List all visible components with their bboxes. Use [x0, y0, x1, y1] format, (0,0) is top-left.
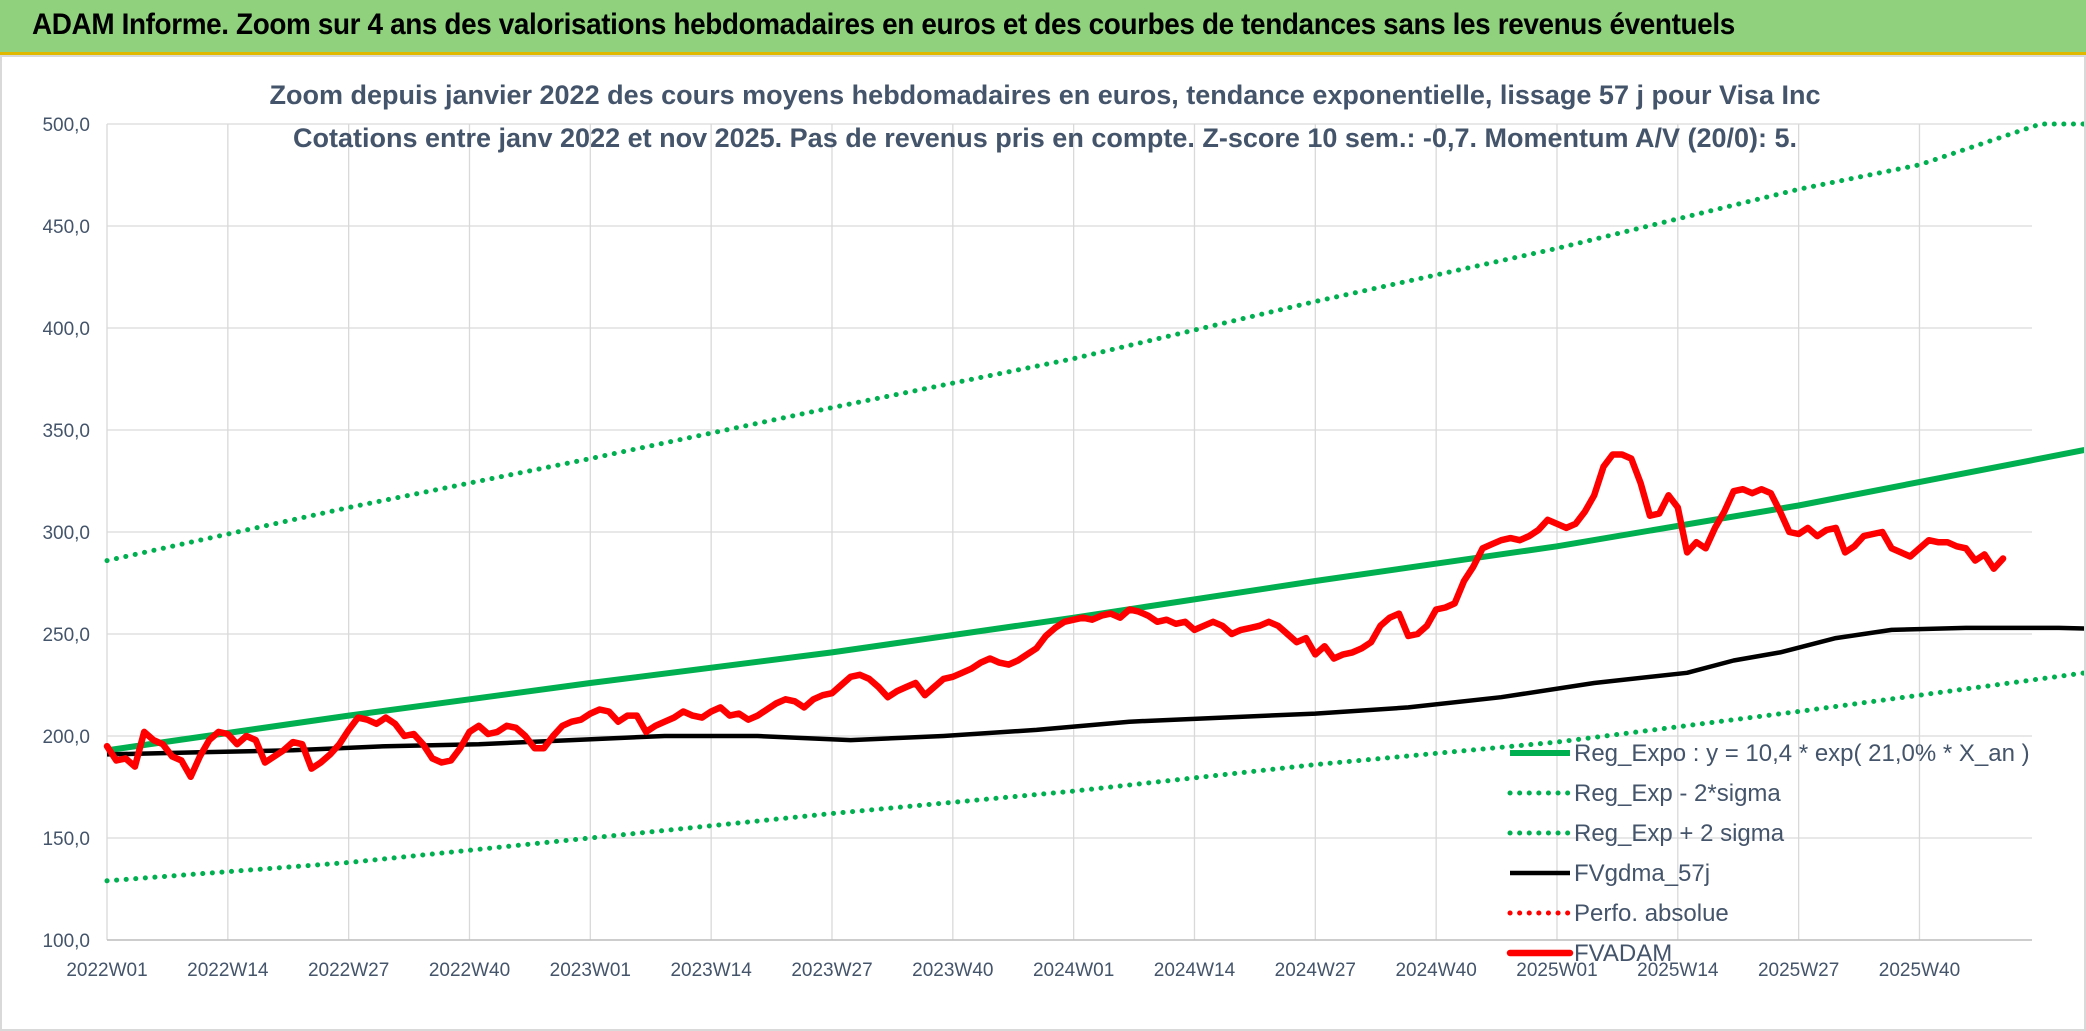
x-tick-label: 2024W14 — [1154, 960, 1236, 981]
x-tick-label: 2022W27 — [308, 960, 389, 981]
chart-frame: 100,0 150,0 200,0 250,0 300,0 350,0 400,0 450,0… — [0, 55, 2086, 1031]
y-tick-label: 400,0 — [42, 319, 90, 340]
x-tick-label: 2022W40 — [429, 960, 510, 981]
series-line-1 — [104, 670, 2084, 884]
chart-subtitle: Cotations entre janv 2022 et nov 2025. P… — [293, 123, 1797, 153]
y-tick-label: 350,0 — [42, 421, 90, 442]
x-tick-label: 2023W01 — [550, 960, 631, 981]
y-axis: 100,0 150,0 200,0 250,0 300,0 350,0 400,0 450,0… — [42, 115, 90, 952]
series-line-3 — [106, 625, 2084, 757]
series-line-2 — [104, 121, 2084, 564]
grid — [106, 123, 2032, 941]
x-tick-label: 2025W01 — [1516, 960, 1597, 981]
x-tick-label: 2024W01 — [1033, 960, 1114, 981]
x-tick-label: 2025W40 — [1879, 960, 1960, 981]
x-tick-label: 2024W27 — [1275, 960, 1356, 981]
x-tick-label: 2025W27 — [1758, 960, 1839, 981]
x-tick-label: 2022W14 — [187, 960, 269, 981]
report-banner: ADAM Informe. Zoom sur 4 ans des valoris… — [0, 0, 2086, 55]
legend-label: FVgdma_57j — [1574, 860, 1710, 887]
y-tick-label: 200,0 — [42, 727, 90, 748]
legend-label: Perfo. absolue — [1574, 900, 1729, 927]
y-tick-label: 100,0 — [42, 931, 90, 952]
legend-label: Reg_Expo : y = 10,4 * exp( 21,0% * X_an … — [1574, 740, 2030, 767]
y-tick-label: 250,0 — [42, 625, 90, 646]
x-tick-label: 2023W27 — [791, 960, 872, 981]
x-tick-label: 2024W40 — [1395, 960, 1476, 981]
plot-area — [103, 121, 2084, 884]
report-title: ADAM Informe. Zoom sur 4 ans des valoris… — [32, 8, 1735, 41]
legend: Reg_Expo : y = 10,4 * exp( 21,0% * X_an … — [1506, 740, 2030, 967]
y-tick-label: 300,0 — [42, 523, 90, 544]
series-line-0 — [106, 447, 2084, 754]
x-tick-label: 2025W14 — [1637, 960, 1719, 981]
y-tick-label: 500,0 — [42, 115, 90, 136]
series-line-5 — [103, 451, 2007, 781]
line-chart: 100,0 150,0 200,0 250,0 300,0 350,0 400,0 450,0… — [42, 80, 2084, 981]
x-tick-label: 2023W14 — [670, 960, 752, 981]
x-tick-label: 2023W40 — [912, 960, 993, 981]
chart-title: Zoom depuis janvier 2022 des cours moyen… — [269, 80, 1820, 110]
x-tick-label: 2022W01 — [66, 960, 147, 981]
legend-label: Reg_Exp - 2*sigma — [1574, 780, 1781, 807]
y-tick-label: 450,0 — [42, 217, 90, 238]
y-tick-label: 150,0 — [42, 829, 90, 850]
legend-label: FVADAM — [1574, 940, 1672, 967]
x-axis: 2022W01 2022W14 2022W27 2022W40 2023W01 2023W… — [66, 939, 2032, 981]
legend-label: Reg_Exp + 2 sigma — [1574, 820, 1785, 847]
